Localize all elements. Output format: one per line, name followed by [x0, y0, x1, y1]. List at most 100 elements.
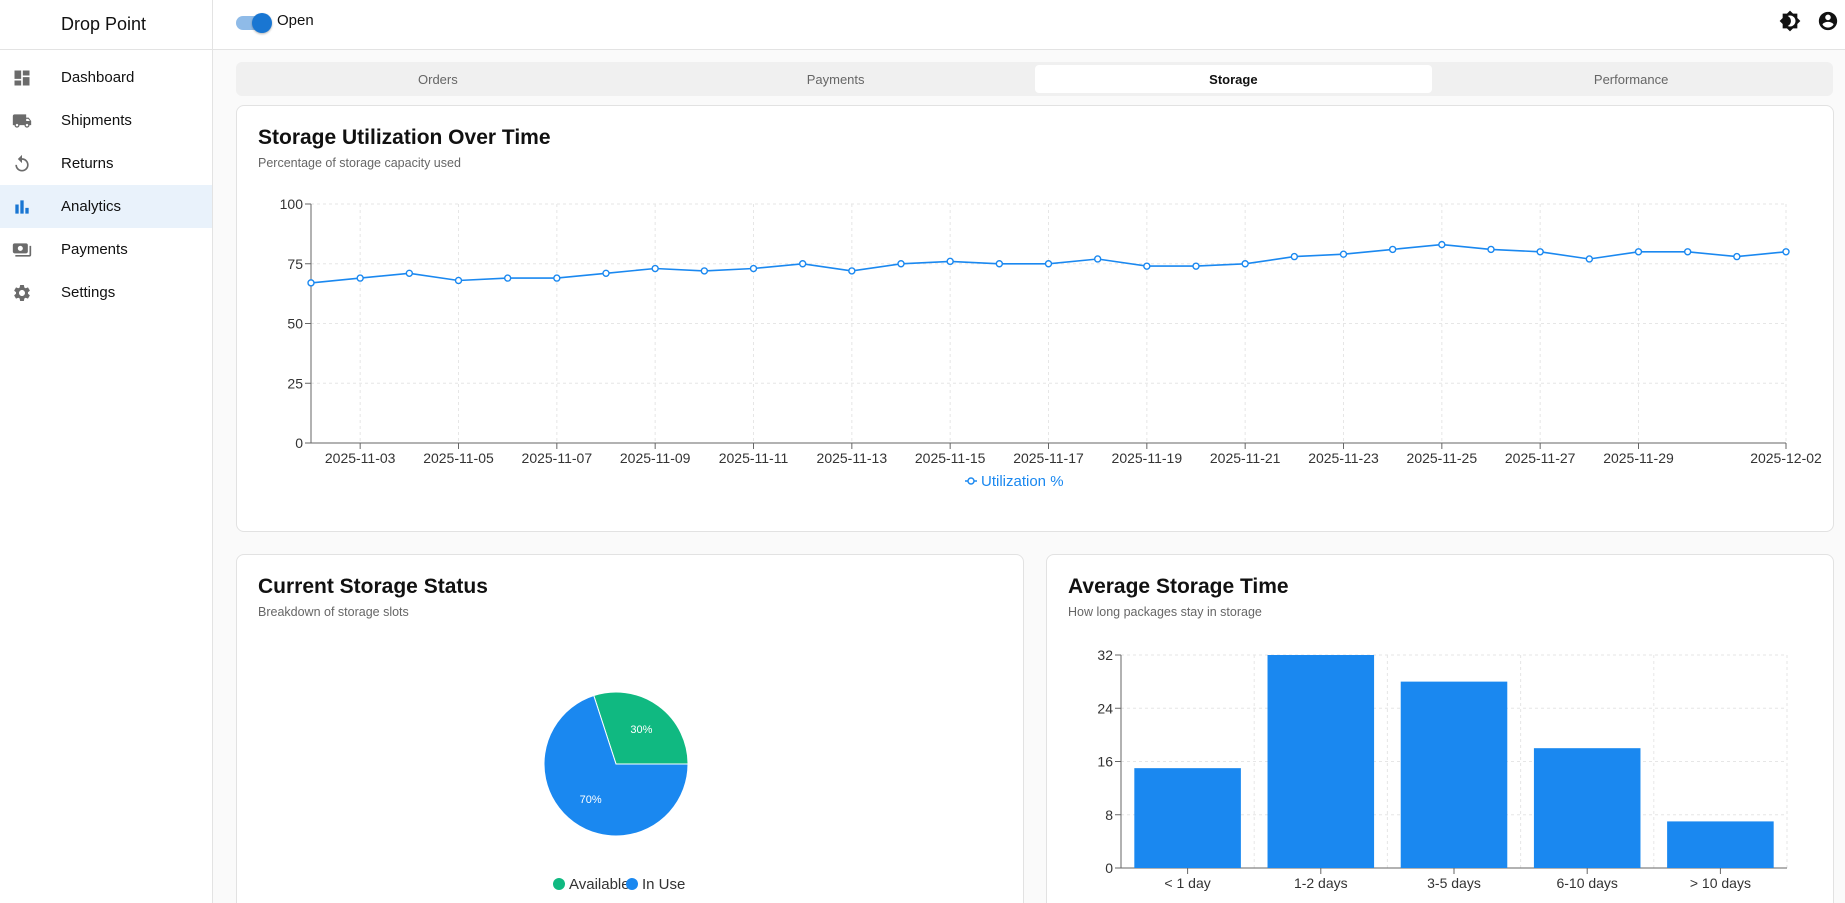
data-point: [1388, 245, 1397, 254]
x-tick-label: 2025-11-19: [1112, 450, 1183, 466]
tab-performance[interactable]: Performance: [1593, 71, 1669, 87]
data-point: [1438, 240, 1446, 249]
bar: [1134, 768, 1241, 868]
tab-storage[interactable]: Storage: [1034, 65, 1433, 93]
data-point: [1733, 252, 1741, 261]
truck-icon: [12, 111, 32, 131]
x-tick-label: 2025-11-13: [817, 450, 888, 466]
card-title: Current Storage Status: [258, 575, 488, 598]
y-tick-label: 25: [287, 375, 303, 391]
analytics-tabs: Orders Payments Storage Performance: [236, 62, 1833, 96]
data-point: [749, 264, 758, 273]
x-tick-label: 2025-11-15: [915, 450, 986, 466]
data-point: [503, 274, 512, 282]
storage-status-card: Current Storage Status Breakdown of stor…: [236, 554, 1024, 903]
sidebar-item-shipments[interactable]: Shipments: [0, 99, 212, 142]
data-point: [553, 274, 561, 282]
bar: [1667, 821, 1774, 868]
x-tick-label: 2025-11-27: [1505, 450, 1576, 466]
card-title: Average Storage Time: [1068, 575, 1289, 598]
data-point: [602, 269, 610, 278]
app-brand: Drop Point: [0, 0, 212, 50]
data-point: [1192, 262, 1200, 270]
tab-orders[interactable]: Orders: [418, 71, 458, 87]
bar: [1400, 681, 1508, 868]
sidebar-item-analytics[interactable]: Analytics: [0, 185, 212, 228]
account-icon[interactable]: [1817, 10, 1839, 32]
bar: [1533, 748, 1641, 868]
legend-marker: [967, 477, 975, 485]
data-point: [307, 279, 315, 287]
card-title: Storage Utilization Over Time: [258, 126, 551, 149]
legend-label: Utilization %: [981, 473, 1064, 490]
y-tick-label: 0: [295, 435, 303, 451]
x-tick-label: 2025-11-25: [1407, 450, 1478, 466]
data-point: [1339, 250, 1348, 258]
x-tick-label: 2025-11-09: [620, 450, 691, 466]
card-subtitle: Breakdown of storage slots: [258, 605, 409, 619]
utilization-line-chart: 0 25 50 75 100 2025-11-03 2025-11-05 2025-11-07…: [280, 196, 1822, 490]
sidebar-item-label: Dashboard: [61, 69, 135, 86]
sidebar-item-returns[interactable]: Returns: [0, 142, 212, 185]
data-point: [1683, 248, 1692, 256]
legend-marker: [626, 878, 638, 890]
x-tick-label: > 10 days: [1690, 875, 1751, 891]
y-tick-label: 100: [280, 196, 304, 212]
sidebar-item-settings[interactable]: Settings: [0, 271, 212, 314]
data-point: [356, 274, 364, 282]
sidebar-item-label: Returns: [61, 155, 114, 172]
y-tick-label: 8: [1105, 807, 1113, 823]
payments-icon: [12, 240, 32, 260]
x-tick-label: 2025-11-29: [1603, 450, 1674, 466]
x-tick-label: 2025-11-07: [522, 450, 593, 466]
data-point: [1782, 248, 1790, 256]
data-point: [1634, 248, 1643, 256]
y-tick-label: 16: [1097, 754, 1113, 770]
slice-label: 70%: [580, 794, 602, 806]
x-tick-label: 2025-11-05: [423, 450, 494, 466]
tab-payments[interactable]: Payments: [806, 71, 865, 87]
x-tick-label: < 1 day: [1164, 875, 1210, 891]
sidebar: Drop Point Dashboard Shipments Returns A…: [0, 0, 213, 903]
legend-label: Available: [569, 876, 630, 893]
slice-label: 30%: [630, 724, 652, 736]
open-status-label: Open: [277, 12, 314, 29]
storage-time-card: Average Storage Time How long packages s…: [1046, 554, 1834, 903]
data-point: [1093, 255, 1102, 263]
sidebar-item-dashboard[interactable]: Dashboard: [0, 56, 212, 99]
y-tick-label: 32: [1097, 647, 1113, 663]
y-tick-label: 75: [287, 256, 303, 272]
x-tick-label: 2025-11-03: [325, 450, 396, 466]
data-point: [995, 260, 1004, 268]
data-point: [1290, 252, 1299, 261]
undo-icon: [12, 154, 32, 174]
data-point: [897, 260, 905, 268]
legend-marker: [553, 878, 565, 890]
storage-time-bar-chart: 0 8 16 24 32 < 1 day 1-2 days 3-5 days 6-10 days…: [1097, 647, 1788, 891]
bar: [1267, 655, 1375, 868]
storage-status-pie-chart: 30% 70% Available In Use: [543, 691, 689, 893]
utilization-card: Storage Utilization Over Time Percentage…: [236, 105, 1834, 532]
dashboard-icon: [12, 68, 32, 88]
x-tick-label: 2025-11-11: [719, 450, 789, 466]
x-tick-label: 1-2 days: [1294, 875, 1348, 891]
gear-icon: [12, 283, 32, 303]
card-subtitle: Percentage of storage capacity used: [258, 156, 461, 170]
open-status-switch[interactable]: [236, 12, 272, 33]
sidebar-item-payments[interactable]: Payments: [0, 228, 212, 271]
data-point: [946, 257, 954, 266]
y-tick-label: 24: [1097, 700, 1113, 716]
pie-slice: [543, 694, 689, 837]
data-point: [700, 267, 709, 275]
y-tick-label: 0: [1105, 860, 1113, 876]
y-tick-label: 50: [287, 316, 303, 332]
sidebar-nav: Dashboard Shipments Returns Analytics Pa…: [0, 56, 212, 314]
sidebar-item-label: Shipments: [61, 112, 132, 129]
brightness-icon[interactable]: [1779, 10, 1801, 32]
sidebar-item-label: Analytics: [61, 198, 122, 215]
sidebar-item-label: Payments: [61, 241, 128, 258]
data-point: [1585, 255, 1594, 263]
data-point: [651, 264, 659, 273]
sidebar-item-label: Settings: [61, 284, 116, 301]
data-point: [454, 276, 463, 285]
